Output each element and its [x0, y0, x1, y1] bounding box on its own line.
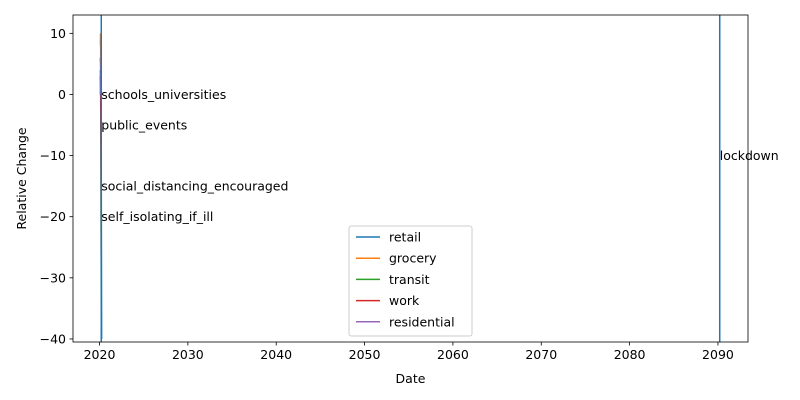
y-tick-label: −20	[40, 209, 66, 224]
y-tick-label: −40	[40, 331, 66, 346]
annotation-schools_universities: schools_universities	[101, 87, 226, 102]
x-tick-label: 2050	[349, 347, 381, 362]
legend-box	[348, 225, 473, 337]
x-tick-label: 2090	[702, 347, 734, 362]
y-tick-label: 0	[58, 87, 66, 102]
annotation-self_isolating_if_ill: self_isolating_if_ill	[101, 209, 213, 224]
x-tick-label: 2030	[172, 347, 204, 362]
legend-label-grocery: grocery	[389, 251, 437, 266]
x-tick-label: 2060	[437, 347, 469, 362]
x-tick-label: 2020	[84, 347, 116, 362]
legend-label-residential: residential	[389, 314, 455, 329]
legend-label-retail: retail	[389, 230, 421, 245]
annotation-lockdown: lockdown	[720, 148, 779, 163]
y-tick-label: −10	[40, 148, 66, 163]
x-tick-label: 2080	[614, 347, 646, 362]
plot-frame	[72, 14, 749, 343]
annotation-public_events: public_events	[101, 118, 187, 133]
x-axis-title: Date	[396, 371, 426, 386]
legend-label-transit: transit	[389, 272, 430, 287]
y-tick-label: −30	[40, 270, 66, 285]
x-tick-label: 2070	[525, 347, 557, 362]
legend: retail grocery transit work residential	[348, 225, 473, 337]
annotation-social_distancing_encouraged: social_distancing_encouraged	[101, 179, 288, 194]
legend-label-work: work	[389, 293, 420, 308]
x-tick-label: 2040	[260, 347, 292, 362]
y-axis-title: Relative Change	[14, 127, 29, 230]
y-tick-label: 10	[50, 26, 66, 41]
